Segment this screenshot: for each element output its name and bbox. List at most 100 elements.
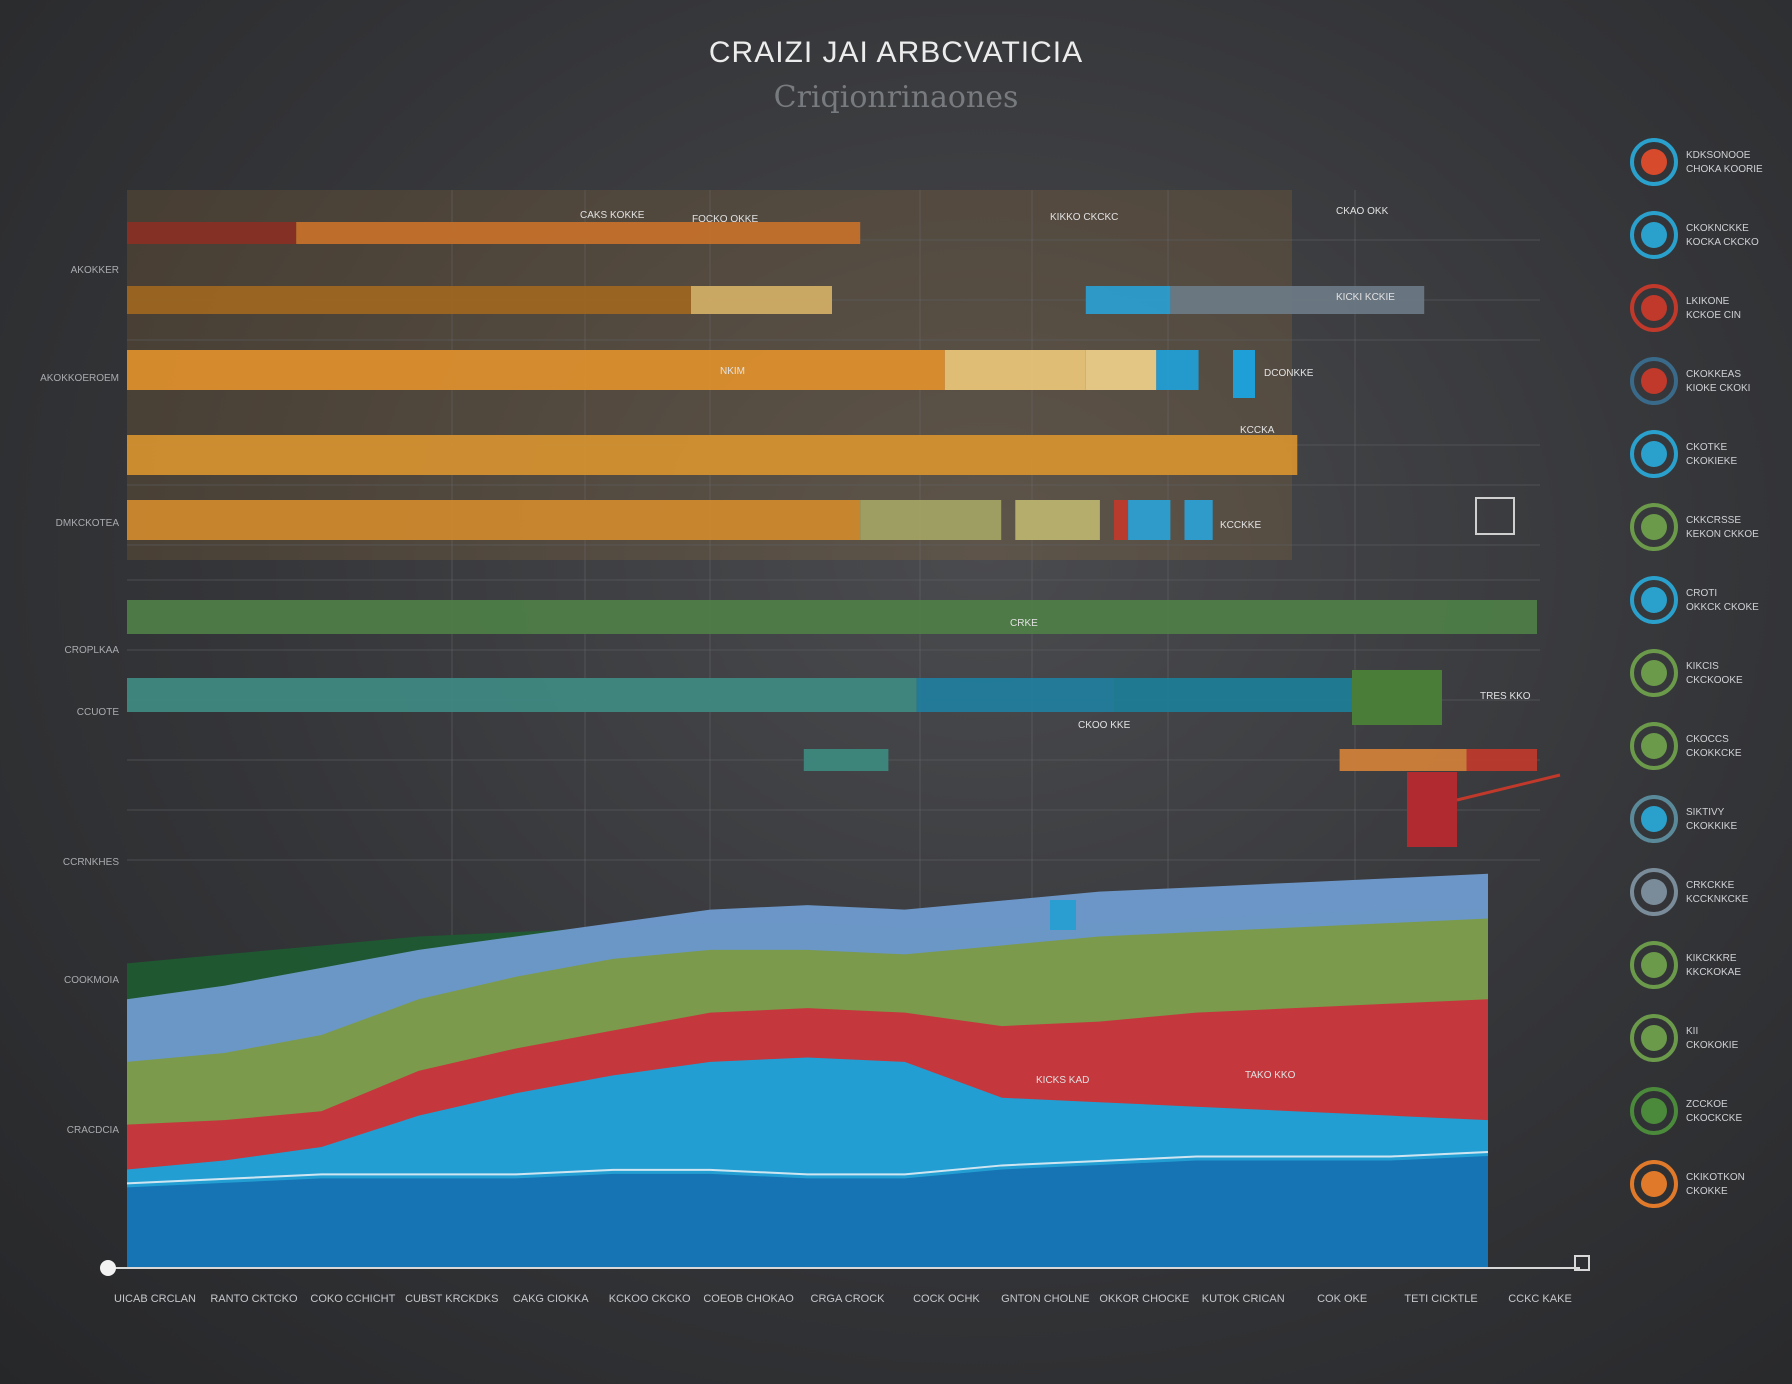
marker-block: [1233, 350, 1255, 398]
legend-title: CRKCKKE: [1686, 880, 1735, 891]
legend-subtitle: CKOKKCKE: [1686, 748, 1742, 759]
legend-subtitle: CKOKOKIE: [1686, 1040, 1739, 1051]
y-tick-label: CROPLKAA: [65, 645, 120, 656]
legend-title: CROTI: [1686, 588, 1717, 599]
y-tick-label: AKOKKER: [71, 265, 119, 276]
legend-title: LKIKONE: [1686, 296, 1730, 307]
annotation-label: TAKO KKO: [1245, 1070, 1296, 1081]
annotation-label: KIKKO CKCKC: [1050, 212, 1118, 223]
legend-icon: [1630, 1087, 1678, 1135]
legend-icon: [1630, 357, 1678, 405]
legend-title: SIKTIVY: [1686, 807, 1725, 818]
annotation-label: KCCKKE: [1220, 520, 1261, 531]
x-tick-label: COEOB CHOKAO: [703, 1293, 794, 1305]
annotation-label: DCONKKE: [1264, 368, 1314, 379]
bar-segment: [691, 286, 832, 314]
legend-icon: [1630, 138, 1678, 186]
annotation-label: KICKS KAD: [1036, 1075, 1089, 1086]
bar-segment: [1015, 500, 1100, 540]
legend-icon: [1630, 430, 1678, 478]
y-tick-label: COOKMOIA: [64, 975, 119, 986]
marker-block: [1352, 670, 1442, 725]
legend-icon-fill: [1641, 222, 1667, 248]
annotation-label: CAKS KOKKE: [580, 210, 645, 221]
legend-icon-fill: [1641, 149, 1667, 175]
legend-title: CKOKKEAS: [1686, 369, 1741, 380]
bar-segment: [296, 222, 861, 244]
x-tick-label: GNTON CHOLNE: [1001, 1293, 1089, 1305]
y-tick-label: DMKCKOTEA: [56, 518, 120, 529]
legend-icon-fill: [1641, 952, 1667, 978]
y-tick-label: AKOKKOEROEM: [40, 373, 119, 384]
legend-icon-fill: [1641, 1171, 1667, 1197]
x-tick-label: CAKG CIOKKA: [513, 1293, 589, 1305]
bar-segment: [1170, 286, 1425, 314]
bar-segment: [1184, 500, 1213, 540]
legend-icon: [1630, 649, 1678, 697]
legend-subtitle: KOCKA CKCKO: [1686, 237, 1759, 248]
annotation-label: NKIM: [720, 366, 745, 377]
legend-title: KIKCKKRE: [1686, 953, 1737, 964]
legend-subtitle: CKOCKCKE: [1686, 1113, 1742, 1124]
legend-icon-fill: [1641, 879, 1667, 905]
bar-segment: [803, 749, 889, 771]
legend-icon-fill: [1641, 660, 1667, 686]
legend-icon: [1630, 284, 1678, 332]
bar-segment: [1114, 678, 1354, 712]
area-series: [127, 1156, 1488, 1268]
legend-icon-fill: [1641, 733, 1667, 759]
annotation-label: CKAO OKK: [1336, 206, 1389, 217]
legend-title: CKOTKE: [1686, 442, 1727, 453]
bar-segment: [127, 678, 917, 712]
chart-subtitle: Criqionrinaones: [773, 80, 1019, 115]
legend-subtitle: OKKCK CKOKE: [1686, 602, 1759, 613]
bar-segment: [916, 678, 1114, 712]
legend-icon: [1630, 503, 1678, 551]
bar-segment: [127, 500, 861, 540]
legend-icon-fill: [1641, 806, 1667, 832]
legend-title: CKKCRSSE: [1686, 515, 1741, 526]
x-tick-label: COKO CCHICHT: [310, 1293, 395, 1305]
x-tick-label: OKKOR CHOCKE: [1099, 1293, 1189, 1305]
bar-segment: [127, 350, 945, 390]
legend-icon: [1630, 795, 1678, 843]
legend-icon: [1630, 941, 1678, 989]
legend-icon-fill: [1641, 295, 1667, 321]
legend-title: ZCCKOE: [1686, 1099, 1728, 1110]
bar-segment: [944, 350, 1086, 390]
bar-segment: [127, 435, 1298, 475]
legend-title: CKIKOTKON: [1686, 1172, 1745, 1183]
legend-icon-fill: [1641, 1025, 1667, 1051]
legend-title: KDKSONOOE: [1686, 150, 1751, 161]
x-tick-label: KUTOK CRICAN: [1202, 1293, 1285, 1305]
legend-subtitle: CKCKOOKE: [1686, 675, 1743, 686]
bar-segment: [1466, 749, 1537, 771]
legend-subtitle: KKCKOKAE: [1686, 967, 1741, 978]
x-tick-label: RANTO CKTCKO: [210, 1293, 298, 1305]
bar-segment: [127, 222, 297, 244]
bar-segment: [1085, 286, 1171, 314]
legend-subtitle: KIOKE CKOKI: [1686, 383, 1750, 394]
legend-icon-fill: [1641, 514, 1667, 540]
trend-arrow: [1456, 773, 1561, 802]
legend-title: KIKCIS: [1686, 661, 1719, 672]
legend-subtitle: CKOKIEKE: [1686, 456, 1737, 467]
annotation-label: CKOO KKE: [1078, 720, 1131, 731]
legend-icon: [1630, 1160, 1678, 1208]
x-tick-label: TETI CICKTLE: [1404, 1293, 1477, 1305]
annotation-label: KCCKA: [1240, 425, 1275, 436]
legend-subtitle: KCKOE CIN: [1686, 310, 1741, 321]
y-tick-label: CCRNKHES: [63, 857, 119, 868]
bar-segment: [127, 600, 1537, 634]
axis-end-marker: [1574, 1255, 1590, 1271]
legend-subtitle: KEKON CKKOE: [1686, 529, 1759, 540]
axis-origin-dot: [100, 1260, 116, 1276]
annotation-label: TRES KKO: [1480, 691, 1531, 702]
legend-icon-fill: [1641, 368, 1667, 394]
x-tick-label: CCKC KAKE: [1508, 1293, 1572, 1305]
x-tick-label: CRGA CROCK: [811, 1293, 886, 1305]
marker-box: [1475, 497, 1515, 535]
marker-block: [1050, 900, 1076, 930]
bar-segment: [1156, 350, 1199, 390]
